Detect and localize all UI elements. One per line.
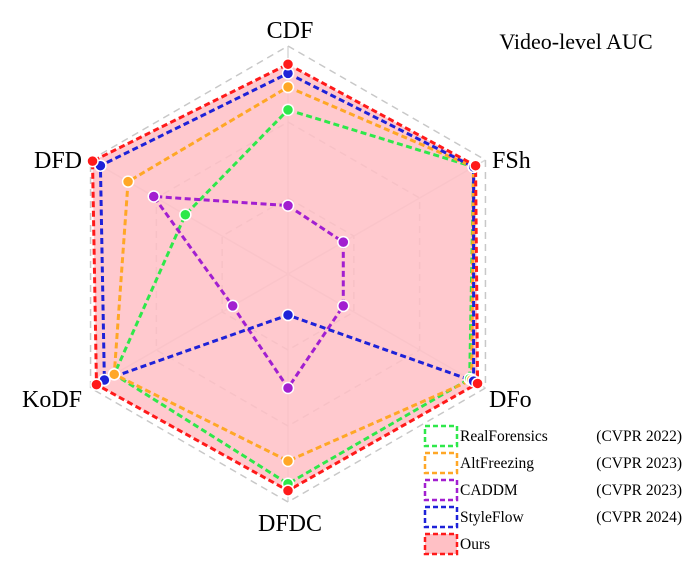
data-point-ours-kodf [90,378,103,391]
data-point-ours-dfd [86,154,99,168]
data-point-altfreezing-dfd [121,175,135,188]
axis-label-fsh: FSh [492,148,531,174]
data-point-styleflow-dfdc [281,308,295,322]
legend-venue-styleflow: (CVPR 2024) [596,509,682,526]
axis-label-kodf: KoDF [22,387,82,413]
legend-swatch-realforensics [423,424,459,448]
data-point-caddm-dfd [147,190,160,203]
legend-venue-caddm: (CVPR 2023) [596,482,682,499]
data-point-caddm-kodf [226,299,239,313]
data-point-ours-fsh [469,159,482,172]
legend-swatch-styleflow [423,505,459,529]
data-point-altfreezing-kodf [107,368,121,381]
legend-venue-realforensics: (CVPR 2022) [596,428,682,445]
legend-swatch-ours [423,532,459,556]
series-fill-ours [92,64,478,491]
data-point-caddm-dfdc [281,381,295,395]
data-point-realforensics-dfd [179,208,192,221]
legend-item-ours: Ours [423,532,490,556]
data-point-altfreezing-dfdc [281,454,295,468]
legend-venue-altfreezing: (CVPR 2023) [596,455,682,472]
legend-label-altfreezing: AltFreezing [460,455,534,472]
data-point-caddm-cdf [281,199,295,212]
data-point-caddm-fsh [337,235,350,249]
legend-label-realforensics: RealForensics [460,428,548,445]
data-point-realforensics-cdf [281,103,295,117]
legend-label-styleflow: StyleFlow [460,509,525,526]
legend-item-styleflow: StyleFlow (CVPR 2024) [423,505,682,529]
data-point-ours-dfo [471,377,484,390]
axis-label-dfdc: DFDC [258,511,322,537]
data-point-caddm-dfo [337,299,350,313]
chart-title: Video-level AUC [499,29,652,54]
legend-swatch-caddm [423,478,459,502]
data-point-ours-dfdc [281,484,295,497]
axis-label-cdf: CDF [267,18,314,44]
legend-label-caddm: CADDM [460,482,518,499]
axis-label-dfo: DFo [489,387,532,413]
legend-swatch-altfreezing [423,451,459,475]
legend: RealForensics (CVPR 2022) AltFreezing (CVPR… [423,424,682,556]
axis-labels: CDF FSh DFo DFDC KoDF DFD [22,18,532,537]
radar-series-layer [86,57,484,497]
legend-label-ours: Ours [460,536,490,553]
data-point-ours-cdf [281,57,295,71]
legend-item-altfreezing: AltFreezing (CVPR 2023) [423,451,682,475]
legend-item-realforensics: RealForensics (CVPR 2022) [423,424,682,448]
data-point-altfreezing-cdf [281,80,295,94]
axis-label-dfd: DFD [34,148,82,174]
legend-item-caddm: CADDM (CVPR 2023) [423,478,682,502]
